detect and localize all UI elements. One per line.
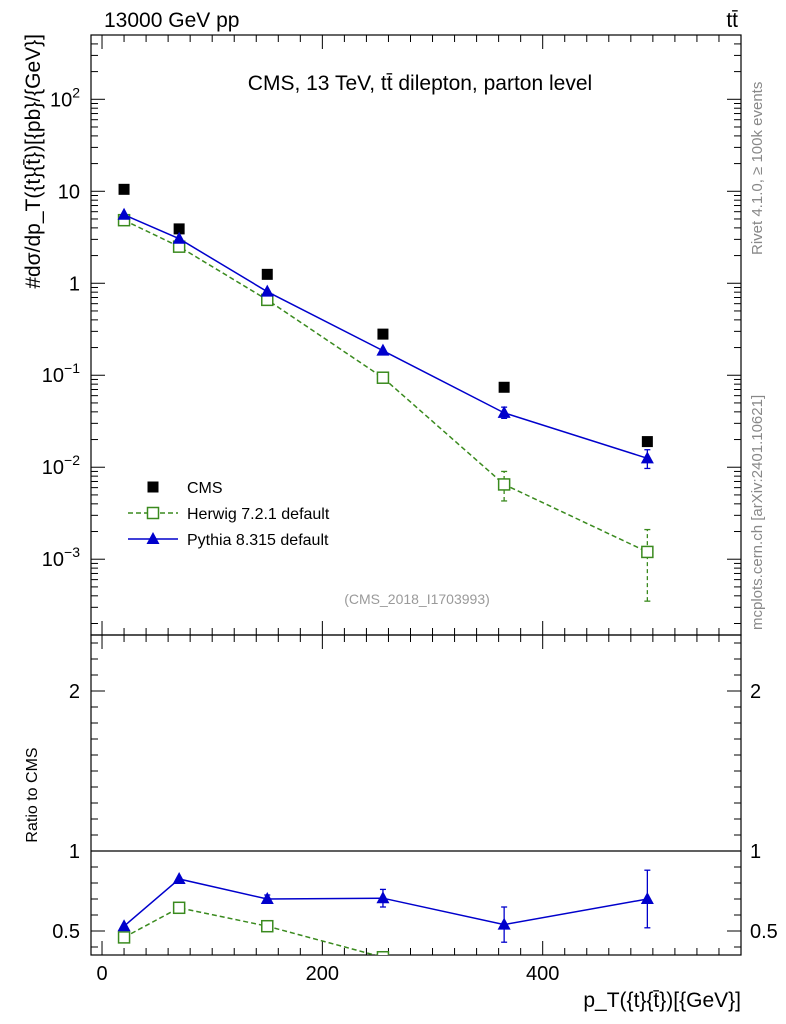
cms-point <box>377 328 389 340</box>
main-plot-title: CMS, 13 TeV, tt̄ dilepton, parton level <box>248 72 592 95</box>
y-tick-label: 102 <box>50 84 80 111</box>
ratio-herwig-7-2-1-default-point <box>117 931 131 944</box>
ratio-y-ticks: 0.5 0.5 1 1 2 2 <box>52 642 778 948</box>
y-tick-label: 10−1 <box>42 360 80 387</box>
ratio-pythia-8-315-default-line <box>123 878 648 927</box>
ratio-pythia-8-315-default-point <box>497 917 511 930</box>
main-y-ticks: 10−3 10−2 10−1 1 10 102 <box>42 34 741 625</box>
ratio-pythia-8-315-default-point <box>172 872 186 884</box>
ratio-pythia-8-315-default-point <box>376 891 390 904</box>
legend-marker-cms <box>147 481 159 493</box>
process-label: tt̄ <box>726 9 738 32</box>
ratio-y-axis-label: Ratio to CMS <box>24 747 41 842</box>
analysis-tag: (CMS_2018_I1703993) <box>344 591 490 607</box>
ratio-herwig-7-2-1-default-point <box>376 950 390 955</box>
y-tick-label: 1 <box>69 273 80 295</box>
ratio-panel-frame <box>90 634 742 956</box>
legend-label-herwig-7-2-1-default: Herwig 7.2.1 default <box>187 506 330 523</box>
pythia-8-315-default-point <box>260 284 274 297</box>
main-x-ticks <box>101 35 720 635</box>
pythia-8-315-default-point <box>376 343 390 356</box>
ratio-panel: 0.5 0.5 1 1 2 2 0 200 400 Ratio to CMS p_T({t}{… <box>24 634 778 1012</box>
legend-label-pythia-8-315-default: Pythia 8.315 default <box>187 532 329 549</box>
main-series <box>117 183 654 602</box>
x-tick-label: 200 <box>306 963 339 985</box>
ratio-series <box>117 869 654 1002</box>
ratio-pythia-8-315-default-point <box>640 892 654 904</box>
y-tick-label-right: 1 <box>750 841 761 863</box>
y-tick-label: 0.5 <box>52 921 80 943</box>
y-tick-label: 10−2 <box>42 452 80 479</box>
ratio-pythia-8-315-default-point <box>260 892 274 904</box>
cms-point <box>118 183 130 195</box>
rivet-version-label: Rivet 4.1.0, ≥ 100k events <box>749 82 766 255</box>
herwig-7-2-1-default-point <box>497 478 511 491</box>
x-tick-label: 0 <box>96 963 107 985</box>
y-tick-label-right: 2 <box>750 681 761 703</box>
ratio-herwig-7-2-1-default-point <box>172 901 186 915</box>
y-tick-label: 1 <box>69 841 80 863</box>
pythia-8-315-default-point <box>172 231 186 244</box>
pythia-8-315-default-point <box>497 405 511 418</box>
cms-point <box>261 268 273 280</box>
ratio-herwig-7-2-1-default-line <box>123 907 378 955</box>
y-tick-label: 2 <box>69 681 80 703</box>
ratio-herwig-7-2-1-default-point <box>499 991 510 1002</box>
legend-marker-herwig-7-2-1-default <box>146 506 160 520</box>
energy-label: 13000 GeV pp <box>104 9 239 32</box>
pythia-8-315-default-line <box>123 214 648 460</box>
ratio-clipped-group <box>117 869 654 1002</box>
y-tick-label-right: 0.5 <box>750 921 778 943</box>
mcplots-label: mcplots.cern.ch [arXiv:2401.10621] <box>749 395 766 630</box>
pythia-8-315-default-point <box>117 207 131 220</box>
legend-label-cms: CMS <box>187 480 223 497</box>
y-tick-label: 10−3 <box>42 544 80 571</box>
herwig-7-2-1-default-line <box>123 219 648 553</box>
cms-point <box>498 381 510 393</box>
main-y-axis-label: #dσ/dp_T({t}{t̄})[{pb}/{GeV}] <box>22 34 45 289</box>
legend-marker-pythia-8-315-default <box>146 532 160 544</box>
ratio-x-ticks: 0 200 400 <box>96 635 720 985</box>
cms-point <box>173 223 185 235</box>
ratio-pythia-8-315-default-point <box>117 919 131 932</box>
legend: CMS Herwig 7.2.1 default Pythia 8.315 defa… <box>128 480 330 549</box>
cms-point <box>641 436 653 448</box>
ratio-herwig-7-2-1-default-point <box>261 919 274 933</box>
main-panel: 10−3 10−2 10−1 1 10 102 CMS, 13 TeV, tt̄ dile… <box>22 34 742 636</box>
pythia-8-315-default-point <box>640 451 654 464</box>
x-axis-label: p_T({t}{t̄})[{GeV}] <box>583 989 741 1012</box>
herwig-7-2-1-default-point <box>641 545 654 559</box>
y-tick-label: 10 <box>58 181 80 203</box>
x-tick-label: 400 <box>526 963 559 985</box>
herwig-7-2-1-default-point <box>376 371 390 384</box>
